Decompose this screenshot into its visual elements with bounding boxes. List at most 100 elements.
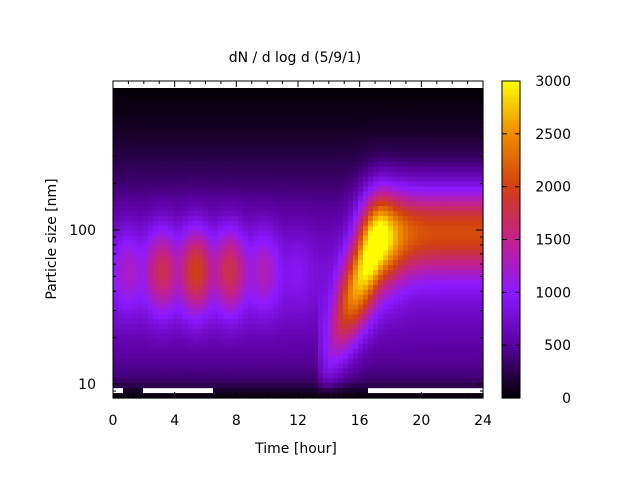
heatmap-cell [353, 107, 359, 114]
heatmap-cell [388, 161, 394, 168]
heatmap-cell [428, 304, 434, 311]
heatmap-cell [183, 181, 189, 188]
heatmap-cell [303, 393, 309, 399]
heatmap-cell [423, 235, 429, 242]
heatmap-cell [248, 284, 254, 291]
heatmap-cell [378, 353, 384, 360]
heatmap-cell [143, 161, 149, 168]
heatmap-cell [263, 245, 269, 251]
heatmap-cell [203, 220, 209, 227]
heatmap-cell [393, 127, 399, 133]
heatmap-cell [418, 201, 424, 207]
heatmap-cell [133, 368, 139, 374]
heatmap-cell [353, 329, 359, 335]
heatmap-cell [253, 388, 259, 394]
heatmap-cell [378, 107, 384, 114]
heatmap-cell [383, 137, 389, 143]
heatmap-cell [233, 309, 239, 315]
heatmap-cell [343, 348, 349, 355]
heatmap-cell [403, 334, 409, 340]
heatmap-cell [278, 127, 284, 133]
heatmap-cell [153, 92, 159, 99]
heatmap-cell [298, 88, 304, 94]
heatmap-cell [378, 127, 384, 133]
heatmap-cell [153, 353, 159, 360]
heatmap-cell [383, 102, 389, 109]
heatmap-cell [298, 324, 304, 330]
heatmap-cell [388, 324, 394, 330]
heatmap-cell [433, 314, 439, 320]
heatmap-cell [268, 314, 274, 320]
heatmap-cell [263, 240, 269, 247]
heatmap-cell [323, 211, 329, 217]
heatmap-cell [358, 151, 364, 158]
heatmap-cell [233, 127, 239, 133]
heatmap-cell [233, 265, 239, 271]
heatmap-cell [113, 127, 119, 133]
heatmap-cell [408, 363, 414, 370]
heatmap-cell [153, 338, 159, 345]
heatmap-cell [153, 211, 159, 217]
heatmap-cell [358, 368, 364, 374]
heatmap-cell [268, 151, 274, 158]
heatmap-cell [453, 260, 459, 266]
colorbar-step [502, 178, 520, 182]
heatmap-cell [218, 255, 224, 261]
colorbar-step [502, 294, 520, 299]
heatmap-cell [413, 334, 419, 340]
heatmap-cell [428, 255, 434, 261]
heatmap-cell [303, 334, 309, 340]
heatmap-cell [138, 255, 144, 261]
heatmap-cell [183, 373, 189, 379]
heatmap-cell [333, 338, 339, 345]
heatmap-cell [198, 274, 204, 281]
heatmap-cell [348, 279, 354, 286]
heatmap-cell [388, 299, 394, 306]
heatmap-cell [413, 206, 419, 212]
heatmap-cell [273, 156, 279, 163]
heatmap-cell [158, 166, 164, 173]
heatmap-cell [293, 92, 299, 99]
heatmap-cell [343, 215, 349, 222]
colorbar-step [502, 363, 520, 367]
heatmap-cell [368, 240, 374, 247]
heatmap-cell [353, 132, 359, 138]
heatmap-cell [393, 383, 399, 389]
heatmap-cell [438, 156, 444, 163]
heatmap-cell [433, 230, 439, 237]
heatmap-cell [178, 235, 184, 242]
heatmap-cell [233, 102, 239, 109]
heatmap-cell [378, 289, 384, 296]
heatmap-cell [248, 230, 254, 237]
heatmap-cell [183, 225, 189, 232]
heatmap-cell [298, 117, 304, 124]
heatmap-cell [178, 102, 184, 109]
heatmap-cell [383, 132, 389, 138]
heatmap-cell [238, 220, 244, 227]
colorbar-step [502, 239, 520, 243]
heatmap-cell [473, 274, 479, 281]
heatmap-cell [368, 343, 374, 350]
heatmap-cell [423, 250, 429, 256]
heatmap-cell [208, 353, 214, 360]
heatmap-cell [153, 171, 159, 178]
heatmap-cell [313, 127, 319, 133]
heatmap-cell [338, 378, 344, 384]
heatmap-cell [338, 319, 344, 325]
heatmap-cell [193, 181, 199, 188]
heatmap-cell [288, 250, 294, 256]
heatmap-cell [188, 127, 194, 133]
heatmap-cell [418, 289, 424, 296]
heatmap-cell [378, 186, 384, 192]
heatmap-cell [263, 284, 269, 291]
heatmap-cell [133, 353, 139, 360]
heatmap-cell [258, 181, 264, 188]
heatmap-cell [428, 215, 434, 222]
heatmap-cell [238, 284, 244, 291]
heatmap-cell [418, 383, 424, 389]
heatmap-cell [153, 147, 159, 153]
heatmap-cell [223, 107, 229, 114]
heatmap-cell [408, 294, 414, 301]
heatmap-cell [163, 240, 169, 247]
heatmap-cell [313, 393, 319, 399]
